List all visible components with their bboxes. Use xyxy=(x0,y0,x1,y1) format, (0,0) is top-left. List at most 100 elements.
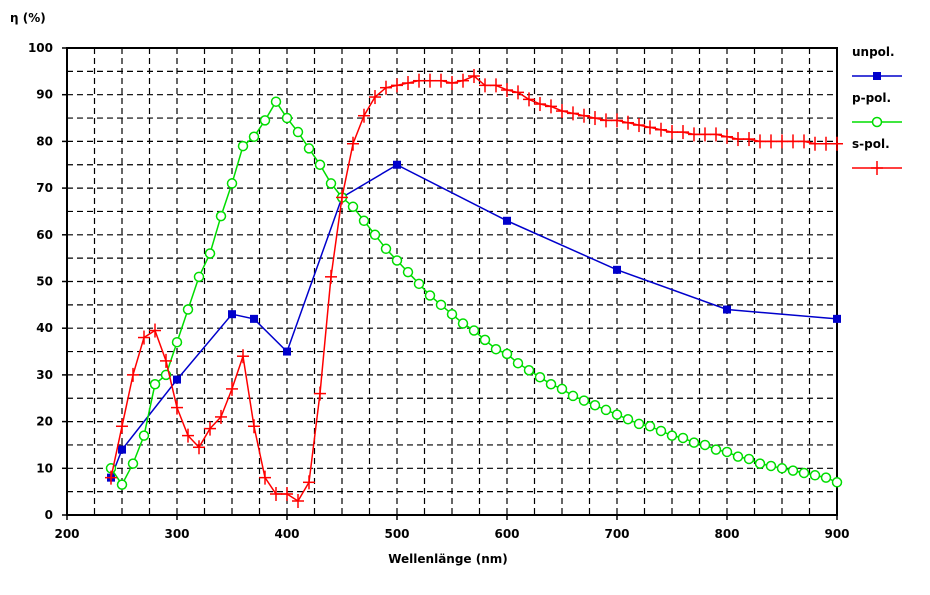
x-tick-label: 900 xyxy=(824,527,849,541)
data-point xyxy=(424,290,436,301)
data-point xyxy=(798,134,810,149)
data-point xyxy=(424,73,436,88)
x-tick-label: 300 xyxy=(164,527,189,541)
data-point xyxy=(765,460,777,472)
data-point xyxy=(314,386,326,401)
data-point xyxy=(228,310,236,319)
series-line xyxy=(110,163,838,478)
data-point xyxy=(413,73,425,88)
data-point xyxy=(259,470,271,485)
series-unpol xyxy=(107,160,841,482)
data-point xyxy=(105,470,117,485)
series-p-pol xyxy=(105,96,843,490)
data-point xyxy=(479,334,491,346)
data-point xyxy=(314,159,326,170)
legend-label: s-pol. xyxy=(852,137,890,151)
data-point xyxy=(873,72,881,80)
data-point xyxy=(556,104,568,119)
legend-label: unpol. xyxy=(852,45,895,59)
data-point xyxy=(611,409,623,420)
data-point xyxy=(446,308,458,320)
data-point xyxy=(171,400,183,415)
data-point xyxy=(468,69,480,84)
y-tick-label: 10 xyxy=(36,461,53,475)
data-point xyxy=(655,425,667,437)
data-point xyxy=(512,85,524,100)
data-point xyxy=(270,486,282,501)
data-point xyxy=(871,161,883,175)
data-point xyxy=(347,201,359,213)
data-point xyxy=(413,278,425,290)
data-point xyxy=(688,127,700,142)
data-point xyxy=(250,314,258,323)
data-point xyxy=(283,347,291,356)
data-point xyxy=(435,73,447,88)
data-point xyxy=(325,269,337,284)
data-point xyxy=(138,430,150,441)
data-point xyxy=(534,97,546,112)
data-point xyxy=(380,80,392,95)
data-point xyxy=(446,76,458,91)
data-point xyxy=(391,255,403,266)
data-point xyxy=(523,92,535,107)
data-point xyxy=(248,131,260,142)
data-point xyxy=(677,125,689,140)
data-point xyxy=(820,472,832,483)
data-point xyxy=(600,404,612,416)
data-point xyxy=(622,115,634,130)
data-point xyxy=(710,127,722,142)
data-point xyxy=(182,304,194,315)
y-tick-label: 70 xyxy=(36,181,53,195)
data-point xyxy=(358,215,370,227)
data-point xyxy=(226,178,238,189)
data-point xyxy=(534,371,546,383)
y-tick-label: 30 xyxy=(36,368,53,382)
data-point xyxy=(831,477,843,488)
y-tick-label: 0 xyxy=(45,508,53,522)
data-point xyxy=(644,421,656,432)
data-point xyxy=(116,479,128,490)
data-point xyxy=(699,127,711,142)
data-point xyxy=(809,470,821,481)
data-point xyxy=(116,419,128,434)
data-point xyxy=(281,112,293,124)
data-point xyxy=(215,210,227,222)
data-point xyxy=(820,136,832,151)
data-point xyxy=(721,129,733,144)
grid xyxy=(67,48,837,515)
data-point xyxy=(127,367,139,382)
data-point xyxy=(787,134,799,149)
data-point xyxy=(358,108,370,123)
data-point xyxy=(567,390,579,402)
data-point xyxy=(118,445,126,454)
data-point xyxy=(402,266,414,278)
data-point xyxy=(600,113,612,128)
data-point xyxy=(347,136,359,151)
data-point xyxy=(743,132,755,147)
data-point xyxy=(871,116,883,128)
y-tick-label: 60 xyxy=(36,228,53,242)
data-point xyxy=(204,248,216,259)
data-point xyxy=(743,453,755,465)
data-point xyxy=(545,99,557,114)
y-tick-label: 80 xyxy=(36,134,53,148)
data-point xyxy=(215,409,227,424)
data-point xyxy=(248,419,260,434)
data-point xyxy=(545,378,557,390)
data-point xyxy=(501,348,513,360)
data-point xyxy=(578,395,590,406)
data-point xyxy=(723,305,731,314)
data-point xyxy=(226,381,238,396)
data-point xyxy=(237,140,249,152)
series-line xyxy=(110,100,838,487)
x-tick-label: 400 xyxy=(274,527,299,541)
data-point xyxy=(787,465,799,476)
x-tick-label: 200 xyxy=(54,527,79,541)
data-point xyxy=(468,325,480,336)
data-point xyxy=(699,439,711,451)
data-point xyxy=(127,458,139,469)
data-point xyxy=(666,125,678,140)
series-s-pol xyxy=(105,69,843,508)
data-point xyxy=(809,136,821,151)
